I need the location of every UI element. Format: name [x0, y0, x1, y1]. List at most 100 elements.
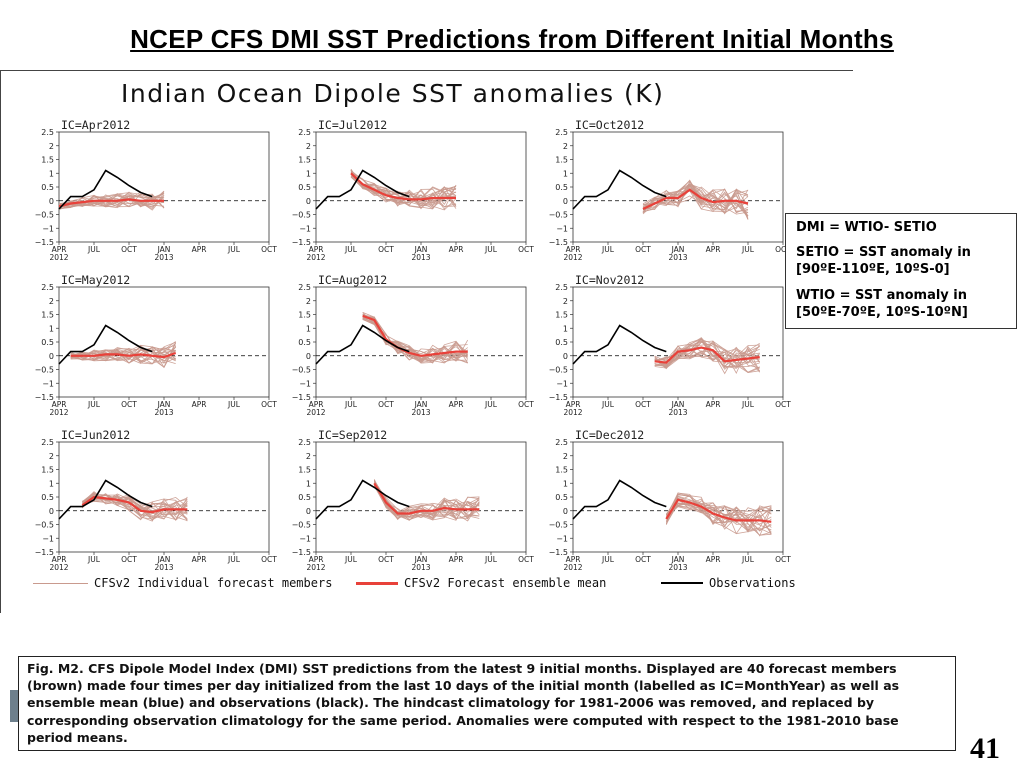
x-tick-label: JUL	[484, 555, 498, 564]
y-tick-label: −1	[299, 379, 311, 388]
panel-title: IC=Oct2012	[575, 118, 644, 132]
panel-frame	[572, 286, 784, 398]
x-tick-label: OCT	[261, 245, 277, 254]
x-tick-label: JUL	[484, 400, 498, 409]
x-tick-label: OCT	[635, 400, 651, 409]
member-line	[642, 189, 749, 213]
y-tick-label: 2	[49, 142, 54, 151]
observations-line	[572, 169, 667, 210]
y-tick-label: 1.5	[41, 311, 54, 320]
x-tick-label: OCT	[378, 555, 394, 564]
x-tick-label: OCT	[121, 555, 137, 564]
legend-label-obs: Observations	[709, 576, 796, 590]
y-tick-label: −1	[556, 379, 568, 388]
x-tick-year-label: 2013	[411, 253, 430, 262]
panel-title: IC=Apr2012	[61, 118, 130, 132]
y-tick-label: 2.5	[555, 283, 568, 292]
x-tick-label: APR	[706, 555, 721, 564]
frame-edge	[10, 690, 20, 722]
y-tick-label: −1	[42, 224, 54, 233]
x-tick-label: OCT	[378, 400, 394, 409]
ensemble-mean-line	[81, 495, 188, 514]
observations-line	[315, 169, 410, 210]
member-line	[350, 171, 457, 203]
x-tick-label: JAN	[157, 555, 171, 564]
x-tick-label: OCT	[635, 555, 651, 564]
figure-caption: Fig. M2. CFS Dipole Model Index (DMI) SS…	[18, 656, 956, 751]
x-tick-label: JUL	[741, 245, 755, 254]
x-tick-year-label: 2012	[306, 563, 325, 571]
x-tick-label: OCT	[518, 245, 534, 254]
y-tick-label: 1.5	[555, 156, 568, 165]
x-tick-label: JUL	[227, 245, 241, 254]
panel: IC=Jun20122.521.510.50−0.5−1−1.5APR2012J…	[35, 428, 278, 571]
x-tick-year-label: 2012	[49, 563, 68, 571]
x-tick-label: OCT	[261, 555, 277, 564]
x-tick-year-label: 2012	[563, 253, 582, 262]
y-tick-label: 2.5	[555, 128, 568, 137]
y-tick-label: −1.5	[549, 238, 568, 247]
panel-frame	[58, 286, 270, 398]
panel-grid: IC=Apr20122.521.510.50−0.5−1−1.5APR2012J…	[35, 118, 792, 571]
y-tick-label: 0.5	[41, 183, 54, 192]
y-tick-label: 0	[49, 507, 54, 516]
panel: IC=Oct20122.521.510.50−0.5−1−1.5APR2012J…	[549, 118, 792, 262]
y-tick-label: −0.5	[35, 366, 54, 375]
x-tick-label: APR	[566, 245, 581, 254]
y-tick-label: 1	[563, 479, 568, 488]
y-tick-label: −1.5	[35, 548, 54, 557]
x-tick-label: JUL	[227, 555, 241, 564]
y-tick-label: −1.5	[35, 238, 54, 247]
x-tick-year-label: 2012	[306, 253, 325, 262]
panel: IC=Aug20122.521.510.50−0.5−1−1.5APR2012J…	[292, 273, 535, 417]
x-tick-label: APR	[706, 245, 721, 254]
legend: CFSv2 Individual forecast members CFSv2 …	[1, 576, 853, 600]
y-tick-label: 2.5	[41, 438, 54, 447]
x-tick-year-label: 2013	[411, 563, 430, 571]
y-tick-label: −1.5	[292, 548, 311, 557]
x-tick-label: JAN	[414, 555, 428, 564]
x-tick-label: OCT	[775, 400, 791, 409]
y-tick-label: 0	[563, 507, 568, 516]
x-tick-label: OCT	[775, 555, 791, 564]
y-tick-label: 2	[49, 297, 54, 306]
y-tick-label: 0	[306, 507, 311, 516]
y-tick-label: 1.5	[298, 156, 311, 165]
member-line	[82, 498, 188, 522]
y-tick-label: 1.5	[555, 311, 568, 320]
y-tick-label: −1	[42, 534, 54, 543]
y-tick-label: 2.5	[298, 128, 311, 137]
x-tick-label: APR	[449, 245, 464, 254]
member-line	[362, 312, 468, 358]
observations-line	[58, 324, 153, 365]
x-tick-label: JAN	[671, 555, 685, 564]
y-tick-label: 0	[563, 197, 568, 206]
y-tick-label: 2.5	[298, 438, 311, 447]
observations-line	[572, 479, 667, 520]
ensemble-mean-line	[373, 482, 480, 515]
member-line	[665, 498, 772, 533]
y-tick-label: −0.5	[549, 211, 568, 220]
y-tick-label: 2	[306, 142, 311, 151]
x-tick-label: APR	[192, 555, 207, 564]
y-tick-label: −1	[556, 534, 568, 543]
x-tick-year-label: 2013	[668, 563, 687, 571]
member-line	[70, 341, 176, 364]
x-tick-year-label: 2013	[668, 253, 687, 262]
legend-item-obs: Observations	[661, 576, 796, 590]
x-tick-label: APR	[449, 400, 464, 409]
y-tick-label: 1.5	[298, 311, 311, 320]
x-tick-label: APR	[706, 400, 721, 409]
y-tick-label: 0	[306, 352, 311, 361]
ensemble-mean-line	[350, 172, 456, 201]
panel-frame	[58, 131, 270, 243]
x-tick-label: JUL	[601, 245, 615, 254]
x-tick-label: JAN	[157, 245, 171, 254]
dmi-figure: Indian Ocean Dipole SST anomalies (K) IC…	[0, 70, 853, 613]
member-line	[665, 502, 772, 522]
x-tick-year-label: 2013	[154, 253, 173, 262]
member-line	[373, 484, 480, 522]
legend-label-mean: CFSv2 Forecast ensemble mean	[404, 576, 607, 590]
figure-title: Indian Ocean Dipole SST anomalies (K)	[121, 79, 665, 108]
x-tick-label: JAN	[671, 245, 685, 254]
